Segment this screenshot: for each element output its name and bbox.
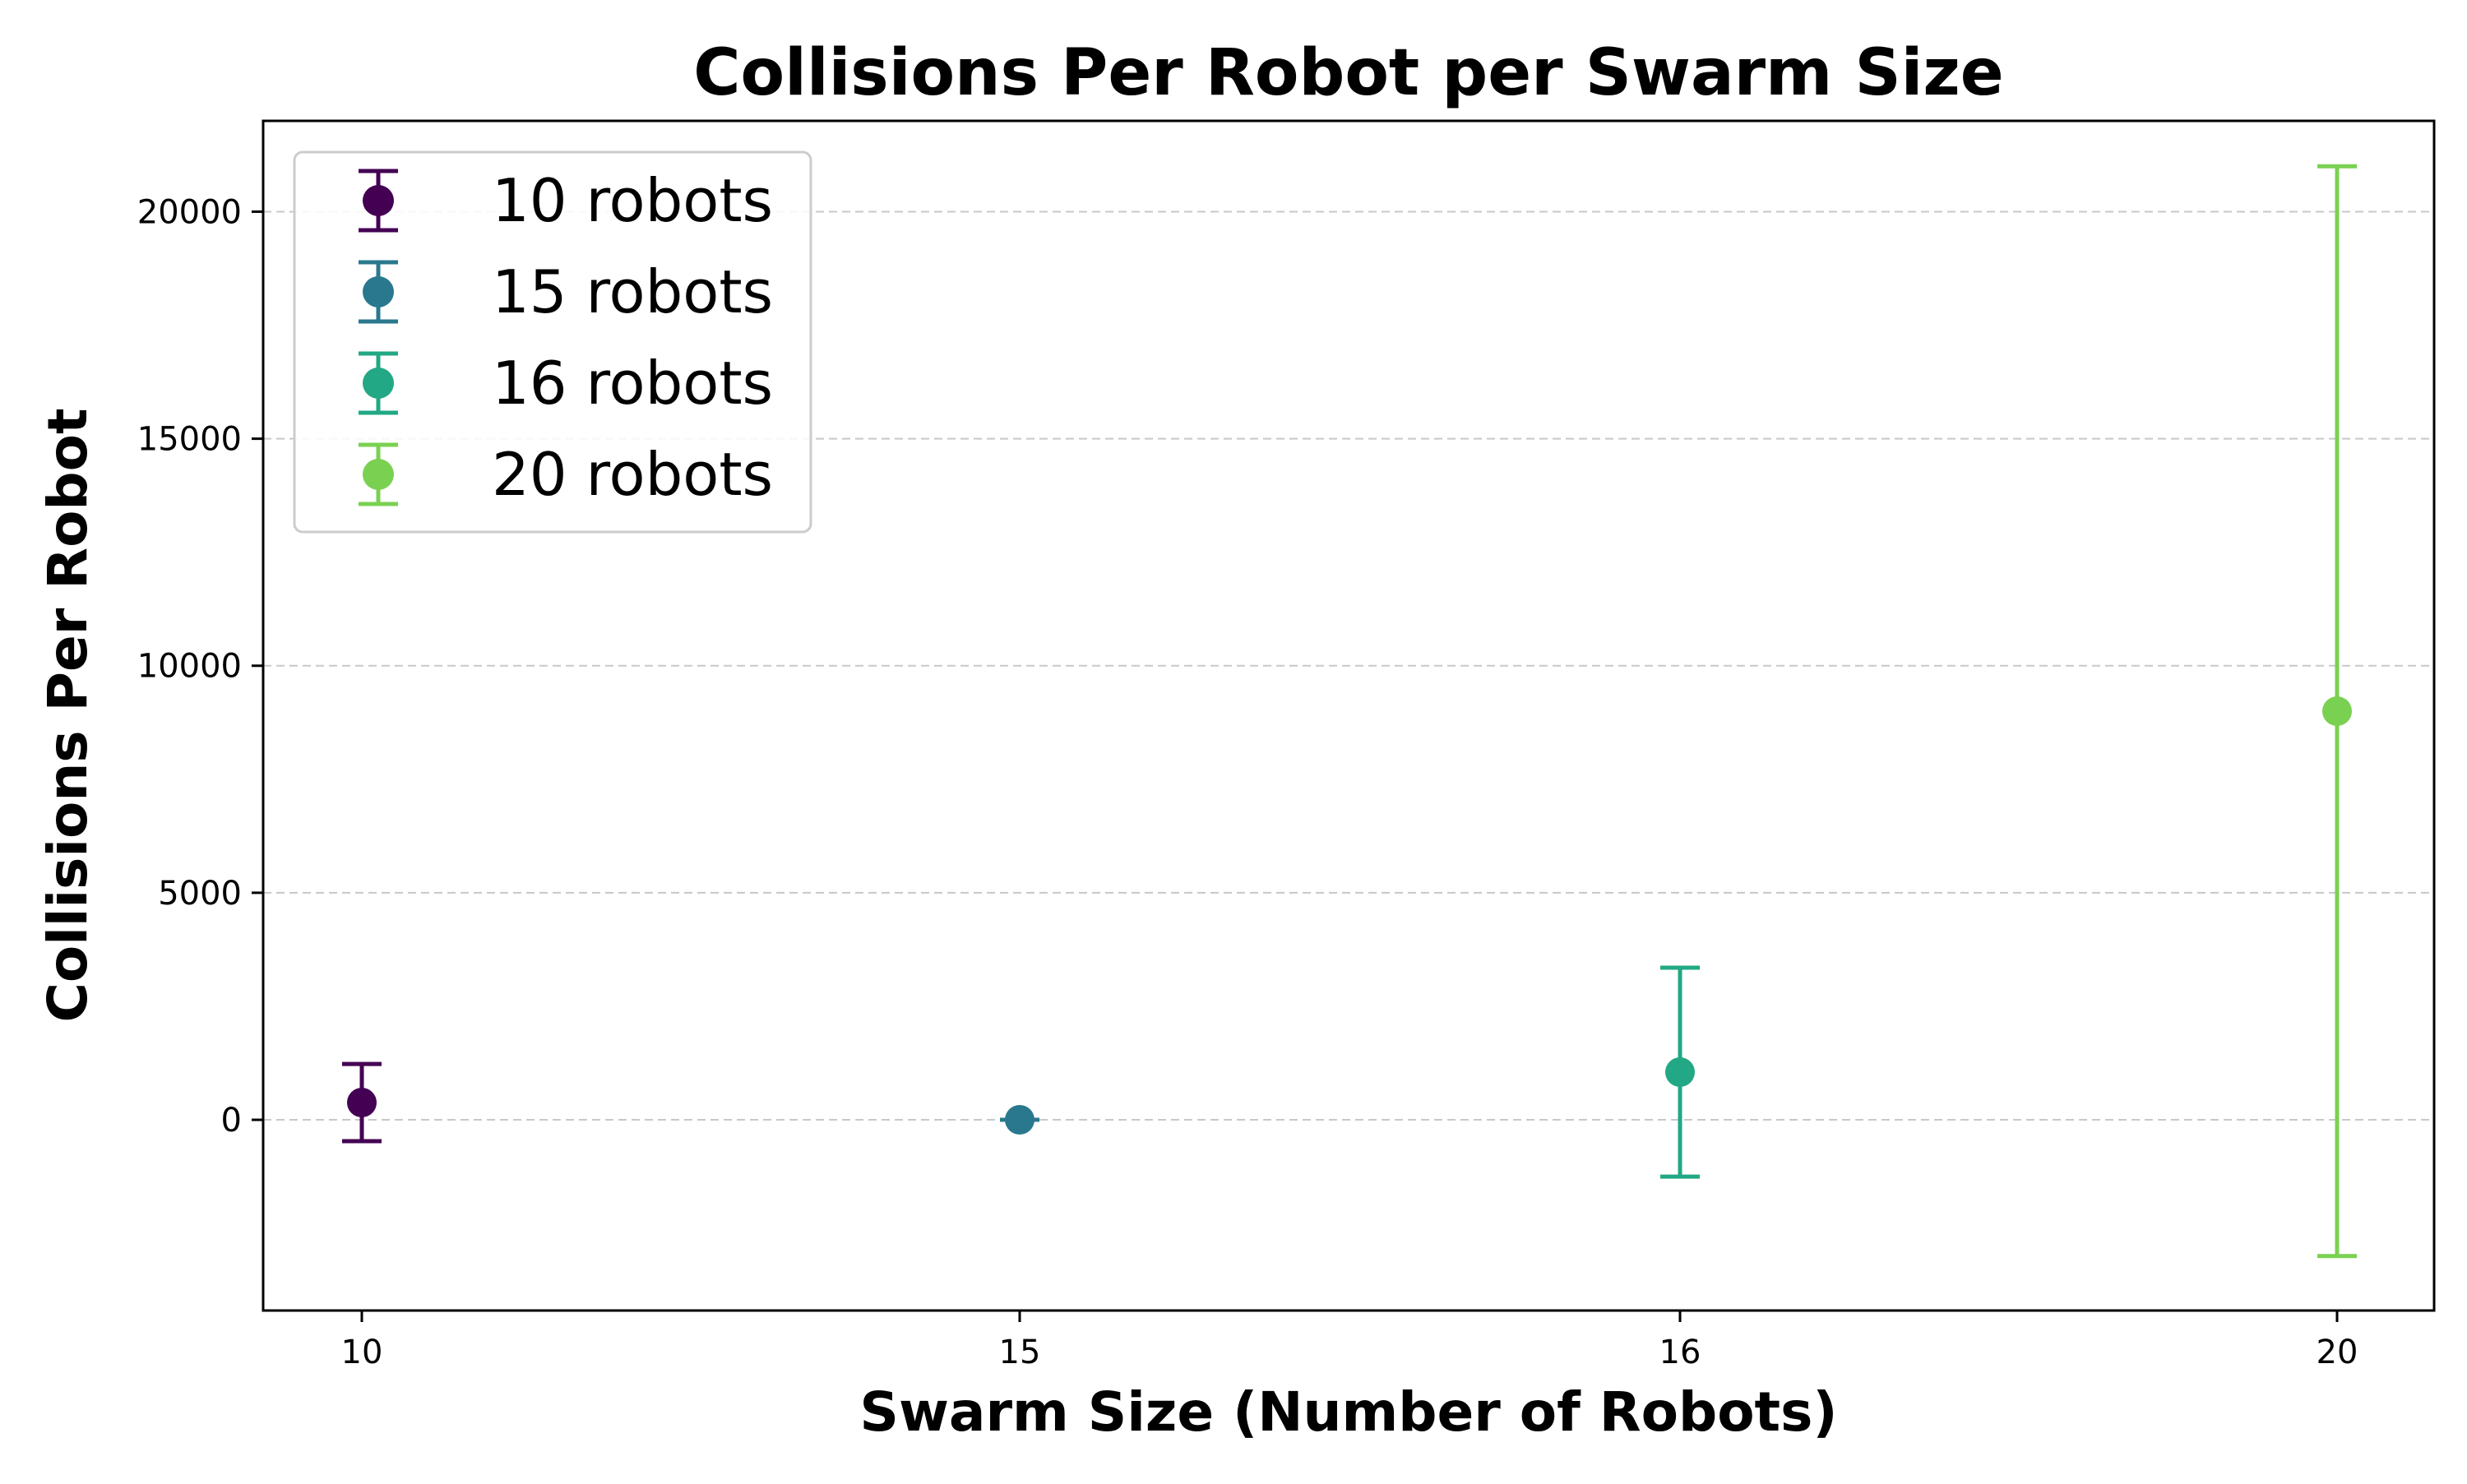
data-point bbox=[347, 1088, 377, 1118]
legend-item: 10 robots bbox=[359, 166, 773, 235]
error-bar-point bbox=[1000, 1105, 1039, 1135]
legend-marker bbox=[363, 368, 394, 399]
axis-ticks: 0 5000 10000 15000 20000 10 15 16 20 bbox=[137, 193, 2358, 1371]
y-tick-label: 10000 bbox=[137, 648, 242, 686]
legend-box bbox=[293, 150, 812, 534]
x-tick-label: 20 bbox=[2317, 1334, 2358, 1371]
x-axis-label: Swarm Size (Number of Robots) bbox=[859, 1380, 1837, 1444]
y-tick-label: 15000 bbox=[137, 421, 242, 459]
plot-frame bbox=[262, 119, 2436, 1312]
legend-label: 15 robots bbox=[492, 257, 773, 326]
error-bar-point bbox=[342, 1061, 382, 1144]
data-marks bbox=[342, 164, 2357, 1259]
data-point bbox=[1005, 1105, 1034, 1135]
legend-label: 16 robots bbox=[492, 349, 773, 418]
error-bar-point bbox=[1660, 965, 1700, 1179]
error-bar-point bbox=[2317, 164, 2357, 1259]
y-tick-label: 20000 bbox=[137, 193, 242, 231]
x-tick-label: 15 bbox=[999, 1334, 1041, 1371]
legend-marker bbox=[363, 185, 394, 216]
legend-marker bbox=[363, 276, 394, 307]
legend-item: 16 robots bbox=[359, 349, 773, 418]
legend-item: 20 robots bbox=[359, 440, 773, 509]
y-axis-label: Collisions Per Robot bbox=[36, 408, 100, 1022]
legend-marker bbox=[363, 459, 394, 490]
legend-label: 20 robots bbox=[492, 440, 773, 509]
x-tick-label: 16 bbox=[1659, 1334, 1701, 1371]
legend-item: 15 robots bbox=[359, 257, 773, 326]
x-tick-label: 10 bbox=[341, 1334, 383, 1371]
legend: 10 robots 15 robots 16 robots 20 robots bbox=[293, 150, 812, 534]
data-point bbox=[2322, 696, 2352, 726]
y-tick-label: 0 bbox=[221, 1102, 242, 1140]
chart-title: Collisions Per Robot per Swarm Size bbox=[693, 36, 2003, 110]
data-point bbox=[1665, 1057, 1695, 1088]
legend-label: 10 robots bbox=[492, 166, 773, 235]
y-tick-label: 5000 bbox=[158, 875, 242, 913]
